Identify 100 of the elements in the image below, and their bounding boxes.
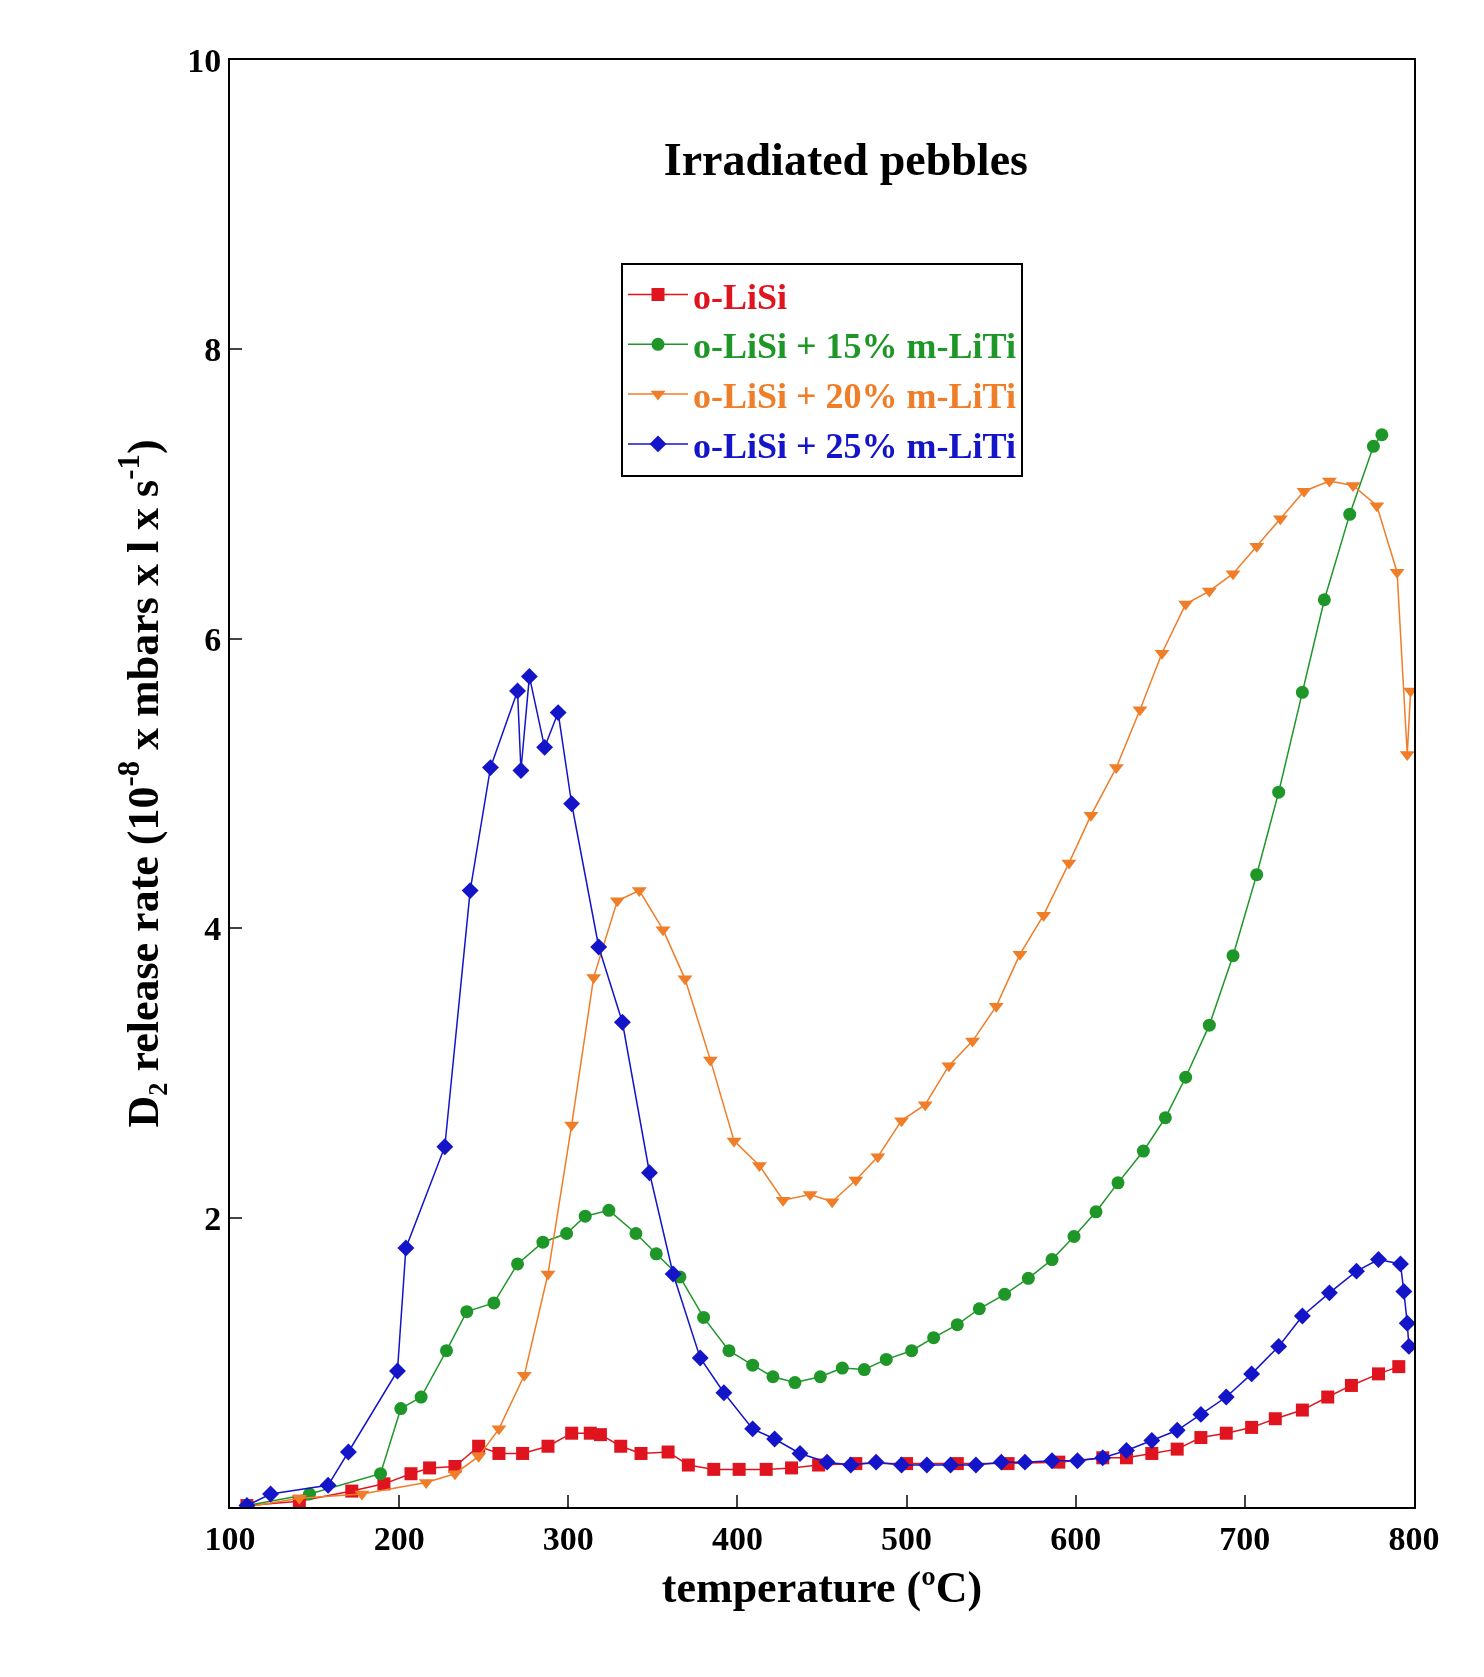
- x-tick-label: 300: [542, 1519, 594, 1557]
- point: [697, 1310, 711, 1324]
- point: [440, 1344, 453, 1358]
- point: [565, 1426, 579, 1440]
- point: [509, 682, 526, 700]
- point: [1344, 1378, 1358, 1392]
- x-tick-label: 200: [373, 1519, 425, 1557]
- point: [1202, 1018, 1216, 1032]
- point: [262, 1485, 280, 1503]
- point: [461, 882, 479, 900]
- point: [397, 1239, 415, 1257]
- point: [681, 1458, 695, 1472]
- point: [1194, 1431, 1208, 1445]
- point: [436, 1138, 454, 1156]
- point: [1348, 1262, 1365, 1280]
- point: [950, 1318, 964, 1332]
- point: [1371, 1367, 1385, 1381]
- point: [1179, 1070, 1193, 1084]
- point: [520, 667, 538, 685]
- x-tick-label: 700: [1219, 1519, 1271, 1557]
- point: [319, 1476, 337, 1494]
- point: [394, 1402, 408, 1416]
- point: [512, 762, 530, 779]
- y-tick-label: 8: [204, 331, 222, 369]
- point: [541, 1439, 555, 1453]
- point: [1045, 1253, 1059, 1267]
- point: [1392, 1255, 1409, 1273]
- point: [560, 1227, 574, 1241]
- point: [918, 1456, 936, 1474]
- point: [389, 1362, 406, 1380]
- point: [1392, 1360, 1406, 1374]
- point: [487, 1296, 501, 1310]
- point: [1016, 1453, 1034, 1471]
- point: [492, 1446, 506, 1460]
- point: [1366, 439, 1380, 453]
- point: [1270, 1337, 1288, 1355]
- point: [707, 1462, 721, 1476]
- point: [967, 1456, 985, 1474]
- y-tick-label: 6: [204, 620, 222, 658]
- point: [972, 1302, 986, 1316]
- y-tick-label: 2: [204, 1199, 222, 1237]
- point: [905, 1344, 919, 1358]
- point: [1268, 1412, 1282, 1426]
- point: [759, 1462, 773, 1476]
- point: [942, 1456, 959, 1474]
- point: [893, 1456, 910, 1474]
- point: [641, 1164, 658, 1182]
- point: [1089, 1205, 1103, 1219]
- point: [746, 1358, 760, 1372]
- legend-label: o-LiSi + 25% m-LiTi: [693, 425, 1016, 466]
- point: [549, 704, 567, 722]
- point: [649, 1247, 663, 1261]
- point: [1243, 1365, 1261, 1383]
- point: [788, 1376, 802, 1390]
- point: [1320, 1284, 1338, 1302]
- point: [1250, 868, 1264, 882]
- point: [1293, 1307, 1311, 1325]
- point: [1226, 949, 1240, 963]
- x-tick-label: 100: [204, 1519, 256, 1557]
- point: [715, 1384, 733, 1402]
- point: [1145, 1446, 1159, 1460]
- point: [1343, 507, 1357, 521]
- point: [722, 1344, 736, 1358]
- point: [1219, 1426, 1233, 1440]
- text: Irradiated pebbles: [663, 133, 1028, 185]
- point: [339, 1443, 357, 1461]
- point: [1111, 1176, 1125, 1190]
- point: [791, 1445, 809, 1462]
- point: [634, 1446, 648, 1460]
- point: [590, 938, 608, 956]
- point: [563, 795, 581, 813]
- point: [1168, 1421, 1186, 1439]
- point: [1217, 1388, 1235, 1406]
- x-tick-label: 500: [881, 1519, 933, 1557]
- point: [578, 1209, 592, 1223]
- point: [785, 1461, 799, 1475]
- point: [1143, 1431, 1161, 1449]
- point: [661, 1445, 675, 1459]
- point: [414, 1390, 428, 1404]
- point: [423, 1461, 437, 1475]
- point: [744, 1420, 762, 1438]
- point: [879, 1352, 893, 1366]
- point: [1295, 685, 1309, 699]
- point: [998, 1287, 1012, 1301]
- y-tick-label: 10: [187, 41, 222, 79]
- point: [1295, 1403, 1309, 1417]
- point: [516, 1446, 530, 1460]
- point: [1399, 751, 1414, 762]
- point: [842, 1456, 860, 1474]
- point: [1321, 1390, 1335, 1404]
- point: [1158, 1111, 1172, 1125]
- point: [1170, 1442, 1184, 1456]
- point: [1067, 1229, 1081, 1243]
- point: [1375, 428, 1389, 442]
- point: [613, 1013, 631, 1031]
- point: [1370, 1251, 1387, 1269]
- point: [536, 738, 554, 756]
- x-tick-label: 800: [1388, 1519, 1440, 1557]
- point: [1245, 1420, 1259, 1434]
- x-tick-label: 600: [1050, 1519, 1102, 1557]
